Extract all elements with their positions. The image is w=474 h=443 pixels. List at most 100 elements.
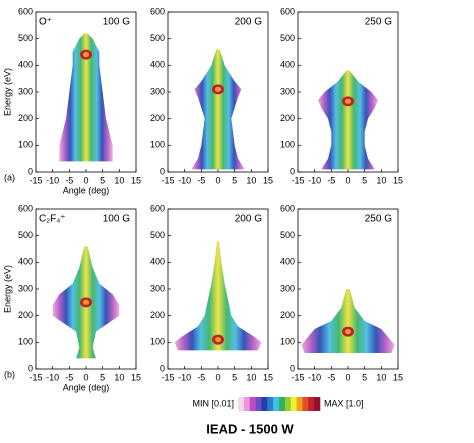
y-tick-label: 0 bbox=[160, 166, 165, 176]
x-tick-label: 15 bbox=[393, 175, 403, 185]
y-tick-label: 200 bbox=[150, 310, 165, 320]
colorbar-segment bbox=[296, 397, 303, 411]
x-axis-label: Angle (deg) bbox=[63, 382, 110, 392]
y-tick-label: 600 bbox=[280, 203, 295, 213]
y-tick-label: 100 bbox=[150, 337, 165, 347]
colorbar-min: MIN [0.01] bbox=[192, 398, 234, 408]
colorbar-segment bbox=[249, 397, 256, 411]
y-tick-label: 200 bbox=[18, 113, 33, 123]
y-tick-label: 500 bbox=[280, 230, 295, 240]
x-tick-label: -15 bbox=[291, 175, 304, 185]
y-tick-label: 300 bbox=[18, 283, 33, 293]
iead-peak-core bbox=[83, 299, 89, 305]
colorbar-segment bbox=[290, 397, 297, 411]
field-label: 200 G bbox=[235, 214, 262, 225]
iead-distribution bbox=[59, 33, 113, 162]
colorbar-segment bbox=[284, 397, 292, 411]
y-tick-label: 600 bbox=[280, 6, 295, 16]
panel-label: (a) bbox=[4, 172, 15, 182]
field-label: 250 G bbox=[365, 17, 392, 28]
x-tick-label: -15 bbox=[161, 175, 174, 185]
iead-peak-core bbox=[215, 86, 221, 92]
y-tick-label: 0 bbox=[28, 166, 33, 176]
x-tick-label: 0 bbox=[83, 372, 88, 382]
x-tick-label: 15 bbox=[263, 372, 273, 382]
iead-distribution bbox=[191, 49, 245, 170]
x-tick-label: 10 bbox=[246, 175, 256, 185]
x-tick-label: 10 bbox=[376, 372, 386, 382]
iead-distribution bbox=[174, 241, 262, 351]
x-tick-label: 10 bbox=[114, 175, 124, 185]
y-tick-label: 400 bbox=[18, 257, 33, 267]
species-label: O⁺ bbox=[39, 17, 52, 28]
x-tick-label: -5 bbox=[65, 372, 73, 382]
y-tick-label: 100 bbox=[280, 140, 295, 150]
x-axis-label: Angle (deg) bbox=[63, 185, 110, 195]
iead-peak-core bbox=[345, 329, 351, 335]
x-tick-label: 5 bbox=[362, 372, 367, 382]
x-tick-label: 0 bbox=[215, 372, 220, 382]
field-label: 100 G bbox=[103, 214, 130, 225]
y-tick-label: 300 bbox=[280, 86, 295, 96]
x-tick-label: 10 bbox=[376, 175, 386, 185]
x-tick-label: 15 bbox=[131, 175, 141, 185]
iead-peak-core bbox=[215, 337, 221, 343]
x-tick-label: 15 bbox=[393, 372, 403, 382]
y-tick-label: 200 bbox=[150, 113, 165, 123]
x-tick-label: 0 bbox=[83, 175, 88, 185]
x-tick-label: -5 bbox=[197, 372, 205, 382]
field-label: 200 G bbox=[235, 17, 262, 28]
x-tick-label: 10 bbox=[246, 372, 256, 382]
x-tick-label: -10 bbox=[46, 175, 59, 185]
x-tick-label: 15 bbox=[263, 175, 273, 185]
y-tick-label: 400 bbox=[150, 257, 165, 267]
x-tick-label: -5 bbox=[327, 175, 335, 185]
colorbar-segment bbox=[302, 397, 309, 411]
panel-label: (b) bbox=[4, 369, 15, 379]
x-tick-label: 0 bbox=[345, 372, 350, 382]
y-tick-label: 600 bbox=[150, 203, 165, 213]
colorbar-segment bbox=[255, 397, 262, 411]
x-tick-label: 5 bbox=[100, 175, 105, 185]
x-tick-label: 5 bbox=[362, 175, 367, 185]
y-tick-label: 300 bbox=[18, 86, 33, 96]
x-tick-label: -10 bbox=[178, 175, 191, 185]
x-tick-label: 5 bbox=[232, 372, 237, 382]
colorbar-segment bbox=[308, 397, 315, 411]
y-tick-label: 600 bbox=[18, 6, 33, 16]
y-tick-label: 100 bbox=[18, 337, 33, 347]
y-tick-label: 500 bbox=[18, 33, 33, 43]
x-tick-label: 0 bbox=[345, 175, 350, 185]
x-tick-label: -10 bbox=[308, 372, 321, 382]
colorbar-segment bbox=[261, 397, 268, 411]
iead-peak-core bbox=[345, 98, 351, 104]
y-tick-label: 0 bbox=[28, 363, 33, 373]
y-tick-label: 200 bbox=[18, 310, 33, 320]
x-tick-label: 5 bbox=[232, 175, 237, 185]
y-tick-label: 0 bbox=[290, 363, 295, 373]
y-tick-label: 100 bbox=[280, 337, 295, 347]
colorbar-max: MAX [1.0] bbox=[324, 398, 364, 408]
colorbar-segment bbox=[267, 397, 274, 411]
y-tick-label: 0 bbox=[160, 363, 165, 373]
y-tick-label: 300 bbox=[150, 283, 165, 293]
x-tick-label: -5 bbox=[197, 175, 205, 185]
x-tick-label: -15 bbox=[161, 372, 174, 382]
y-tick-label: 400 bbox=[280, 60, 295, 70]
colorbar-segment bbox=[314, 397, 321, 411]
x-tick-label: -15 bbox=[29, 372, 42, 382]
iead-distribution bbox=[301, 289, 395, 353]
x-tick-label: -10 bbox=[308, 175, 321, 185]
y-tick-label: 0 bbox=[290, 166, 295, 176]
y-tick-label: 200 bbox=[280, 113, 295, 123]
iead-distribution bbox=[318, 70, 378, 170]
colorbar-segment bbox=[238, 397, 245, 411]
y-tick-label: 400 bbox=[280, 257, 295, 267]
y-tick-label: 200 bbox=[280, 310, 295, 320]
caption: IEAD - 1500 W bbox=[206, 421, 294, 436]
x-tick-label: -15 bbox=[29, 175, 42, 185]
y-tick-label: 300 bbox=[280, 283, 295, 293]
colorbar-segment bbox=[279, 397, 286, 411]
field-label: 250 G bbox=[365, 214, 392, 225]
y-tick-label: 500 bbox=[18, 230, 33, 240]
